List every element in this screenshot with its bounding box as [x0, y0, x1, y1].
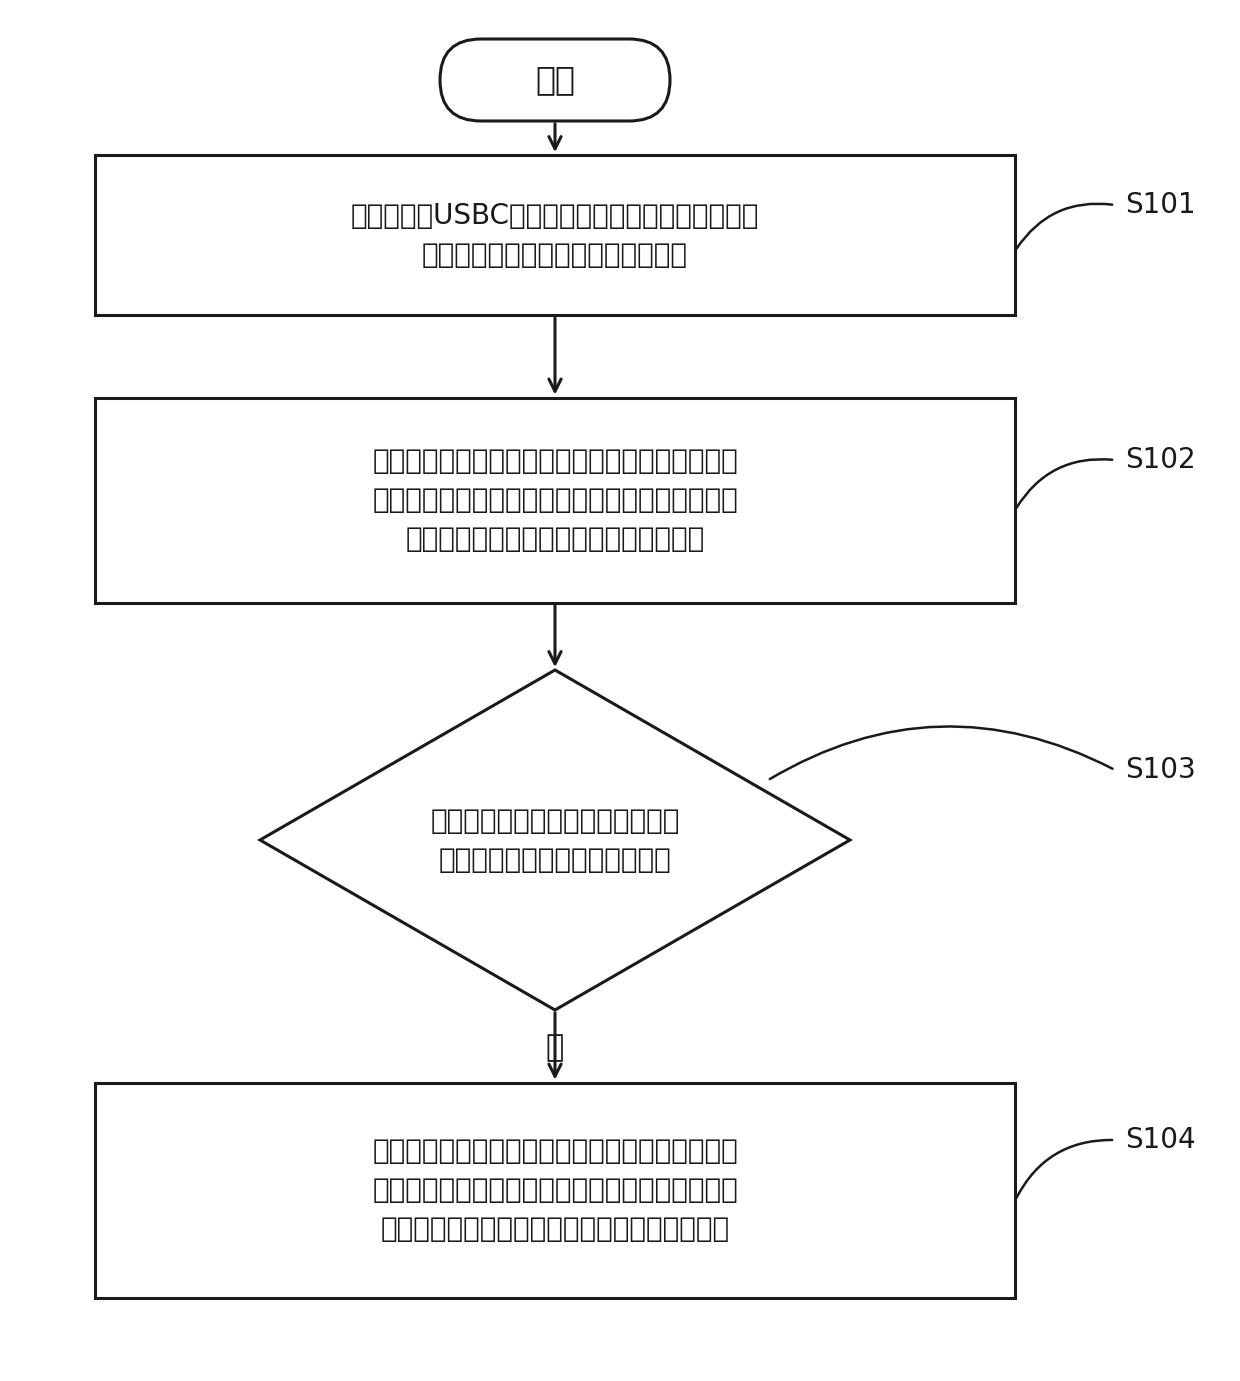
Text: S104: S104 [1125, 1126, 1195, 1155]
Text: S102: S102 [1125, 446, 1195, 474]
Text: 获取每一个USBC接口连接的从设备的需求电压和需
求电流，以及充电器的最大供电电流: 获取每一个USBC接口连接的从设备的需求电压和需 求电流，以及充电器的最大供电电… [351, 202, 759, 268]
Text: 控制主设备接受所述充电器根据供电电压及最大供
电电流提供的电能，同时，控制主设备根据供电电
压及供电设备兼容的从设备的需求电流进行供电: 控制主设备接受所述充电器根据供电电压及最大供 电电流提供的电能，同时，控制主设备… [372, 1137, 738, 1243]
Text: 根据从设备的需求电压以及主设备的需求电压，以
对从设备供电的设备数量最多为原则，确定充电器
的供电电压，以及供电电压兼容的从设备: 根据从设备的需求电压以及主设备的需求电压，以 对从设备供电的设备数量最多为原则，… [372, 447, 738, 552]
Text: S101: S101 [1125, 191, 1195, 220]
Text: S103: S103 [1125, 755, 1195, 784]
Text: 开始: 开始 [534, 64, 575, 97]
FancyBboxPatch shape [440, 39, 670, 122]
Text: 判断最大供电电流是否能够满足供
电电压兼容的从设备的电流需求: 判断最大供电电流是否能够满足供 电电压兼容的从设备的电流需求 [430, 807, 680, 874]
Text: 是: 是 [546, 1033, 564, 1062]
Bar [95, 155, 1016, 315]
Bar [95, 1083, 1016, 1298]
Polygon shape [260, 670, 849, 1010]
Bar [95, 398, 1016, 602]
